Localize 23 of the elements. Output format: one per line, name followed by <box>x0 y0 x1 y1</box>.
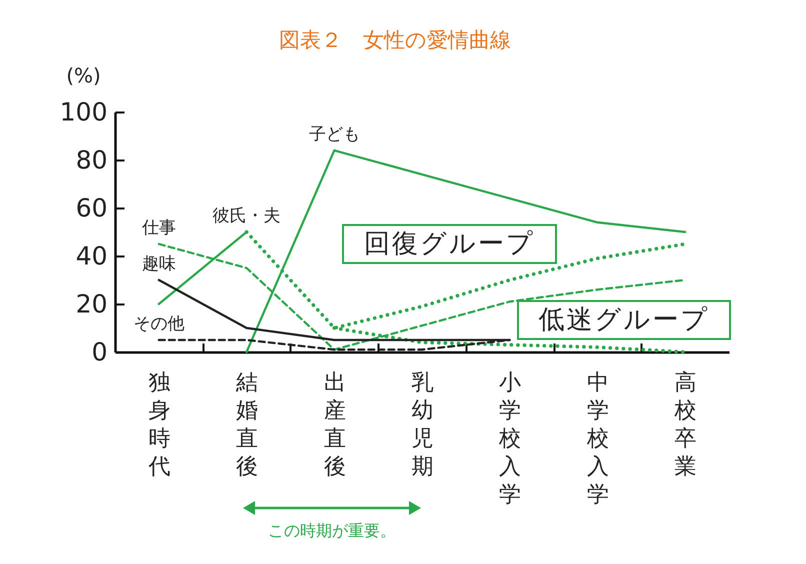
annotation: 低迷グループ <box>538 305 710 335</box>
series-label: 子ども <box>308 124 360 144</box>
x-tick-label: 結婚直後 <box>235 370 258 480</box>
text: この時期が重要。 <box>268 521 396 542</box>
x-tick-label: 独身時代 <box>147 370 170 480</box>
x-tick-label: 中学校入学 <box>586 370 609 508</box>
series-label: 趣味 <box>142 254 176 274</box>
series-label: その他 <box>133 314 184 334</box>
x-tick-label: 乳幼児期 <box>412 370 434 480</box>
y-tick-label: 100 <box>60 98 108 126</box>
y-tick-label: 80 <box>76 146 108 174</box>
x-tick-label: 出産直後 <box>324 370 346 480</box>
y-tick-label: 40 <box>76 242 108 270</box>
series-label: 仕事 <box>140 218 176 238</box>
y-tick-label: 20 <box>76 290 108 318</box>
series-label: 彼氏・夫 <box>212 206 281 226</box>
y-axis-title: (%) <box>66 64 101 88</box>
x-tick-label: 高校卒業 <box>674 370 697 480</box>
x-tick-label: 小学校入学 <box>498 370 522 508</box>
annotation: 回復グループ <box>364 229 535 259</box>
y-tick-label: 60 <box>76 194 108 222</box>
y-tick-label: 0 <box>92 338 108 366</box>
chart-title: 図表２ 女性の愛情曲線 <box>279 28 511 52</box>
